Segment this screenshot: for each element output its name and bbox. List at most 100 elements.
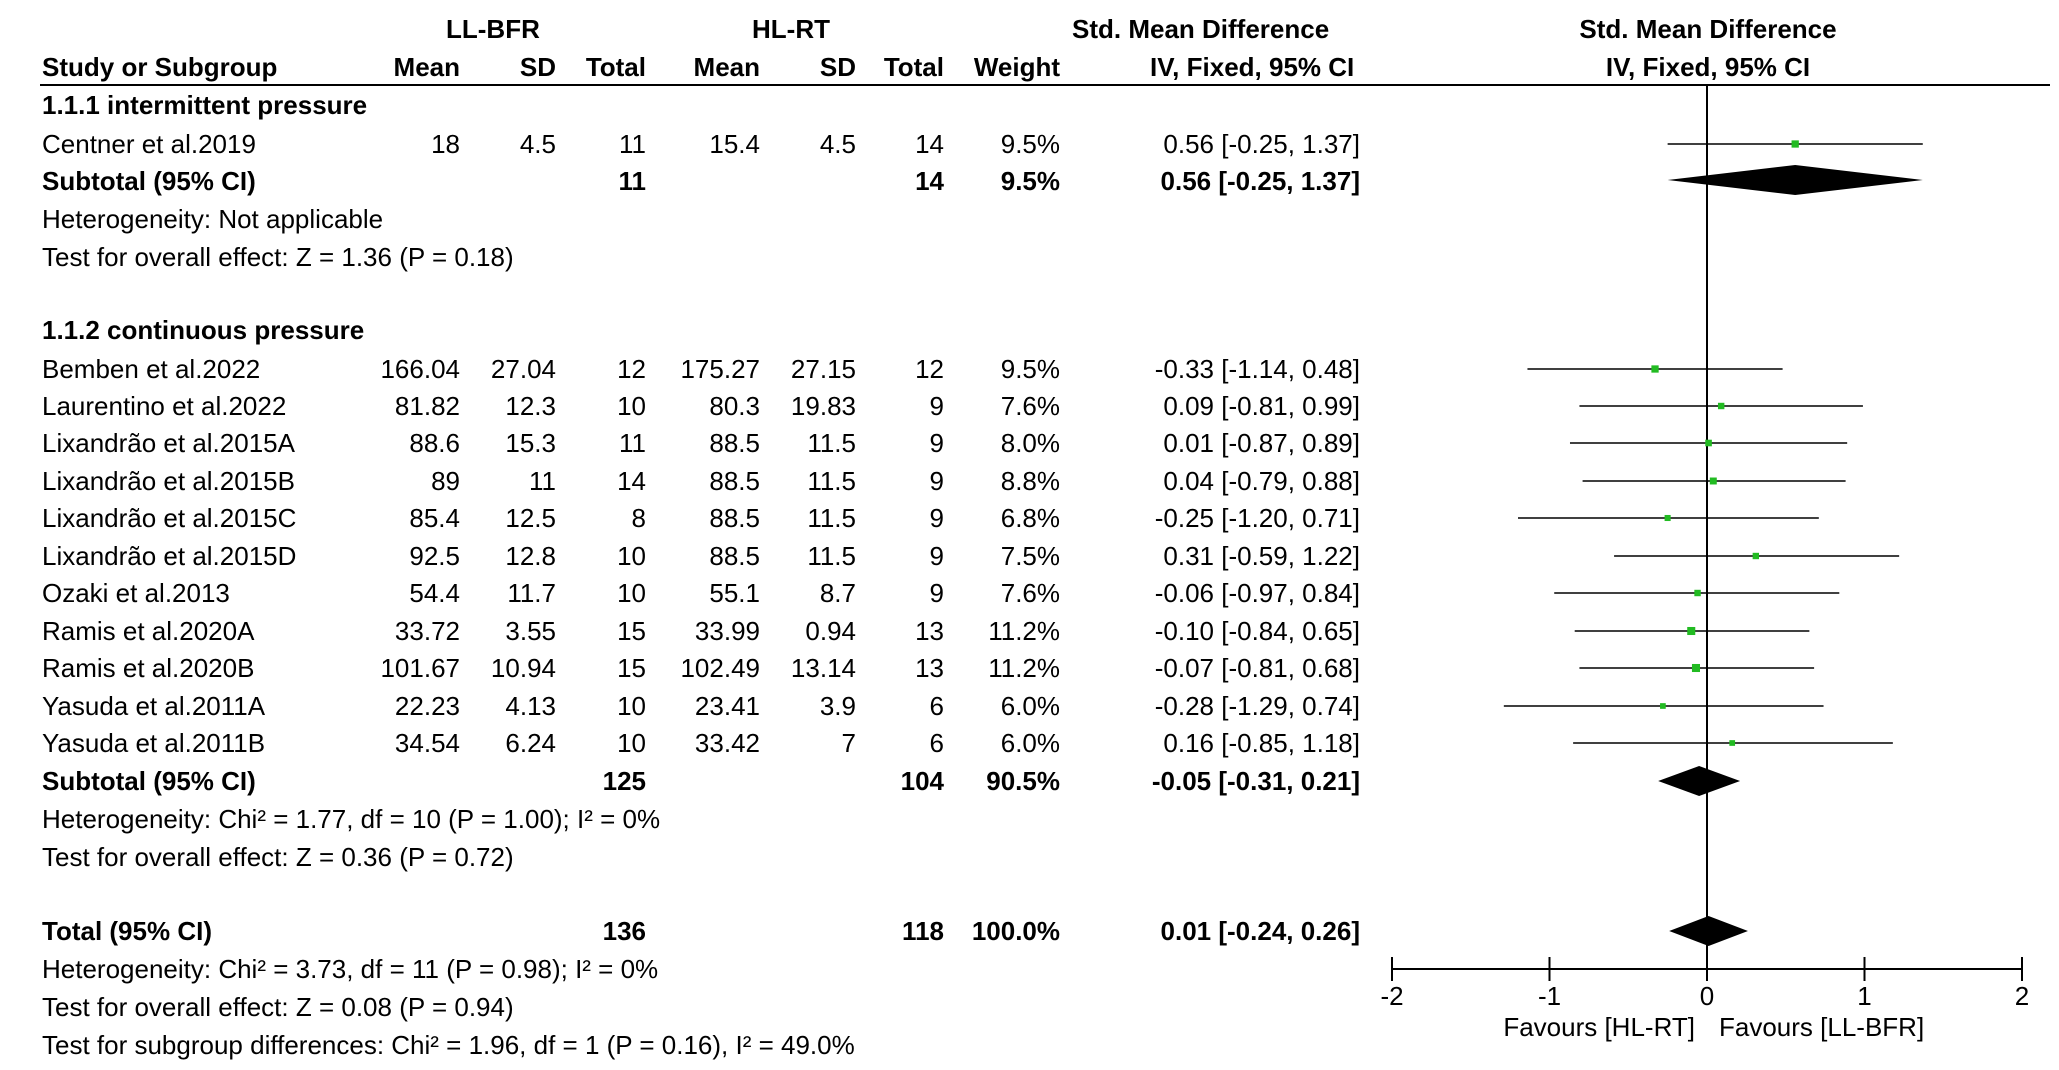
study-ci: -0.06 [-0.97, 0.84]	[1154, 578, 1360, 608]
study-point-estimate	[1752, 552, 1760, 560]
study-weight: 9.5%	[1000, 354, 1060, 384]
study-point-estimate	[1687, 626, 1696, 636]
study-ci: 0.31 [-0.59, 1.22]	[1163, 541, 1360, 571]
study-sd2: 11.5	[807, 428, 856, 458]
study-ci: -0.10 [-0.84, 0.65]	[1154, 616, 1360, 646]
heterogeneity: Heterogeneity: Not applicable	[42, 204, 384, 234]
study-name: Bemben et al.2022	[42, 354, 261, 384]
subtotal-n1: 11	[618, 166, 647, 196]
total-weight: 100.0%	[971, 916, 1060, 946]
study-sd2: 11.5	[807, 541, 856, 571]
study-ci: 0.16 [-0.85, 1.18]	[1163, 728, 1360, 758]
subtotal-ci: -0.05 [-0.31, 0.21]	[1151, 766, 1360, 796]
study-m2: 80.3	[709, 391, 760, 421]
study-m1: 54.4	[409, 578, 460, 608]
study-n1: 10	[617, 578, 646, 608]
study-weight: 8.8%	[1000, 466, 1060, 496]
study-weight: 7.6%	[1000, 578, 1060, 608]
study-name: Lixandrão et al.2015C	[42, 503, 297, 533]
study-sd2: 19.83	[790, 391, 856, 421]
study-m1: 166.04	[380, 354, 460, 384]
study-n1: 15	[617, 616, 646, 646]
col-sd1: SD	[519, 52, 556, 82]
subtotal-label: Subtotal (95% CI)	[42, 166, 256, 196]
total-n1: 136	[602, 916, 646, 946]
subtotal-weight: 90.5%	[986, 766, 1060, 796]
study-m2: 88.5	[709, 466, 760, 496]
study-sd1: 4.13	[505, 691, 556, 721]
study-m1: 88.6	[409, 428, 460, 458]
subgroup-differences: Test for subgroup differences: Chi² = 1.…	[42, 1030, 855, 1060]
study-n1: 10	[617, 391, 646, 421]
study-n1: 11	[619, 129, 646, 159]
col-sd2: SD	[819, 52, 856, 82]
study-n2: 13	[915, 616, 944, 646]
overall-effect: Test for overall effect: Z = 1.36 (P = 0…	[42, 242, 514, 272]
study-ci: -0.07 [-0.81, 0.68]	[1154, 653, 1360, 683]
study-m2: 55.1	[709, 578, 760, 608]
study-sd2: 8.7	[819, 578, 856, 608]
study-point-estimate	[1709, 477, 1717, 485]
study-n2: 9	[929, 578, 944, 608]
study-n1: 10	[617, 691, 646, 721]
smd-method-header: IV, Fixed, 95% CI	[1150, 52, 1355, 82]
study-point-estimate	[1705, 439, 1712, 447]
study-m2: 88.5	[709, 541, 760, 571]
study-sd2: 4.5	[819, 129, 856, 159]
study-n2: 9	[929, 466, 944, 496]
total-ci: 0.01 [-0.24, 0.26]	[1160, 916, 1360, 946]
header-divider	[40, 84, 2050, 86]
study-weight: 8.0%	[1000, 428, 1060, 458]
study-point-estimate	[1717, 402, 1725, 410]
study-m2: 23.41	[694, 691, 760, 721]
study-sd2: 13.14	[790, 653, 856, 683]
study-n1: 8	[631, 503, 646, 533]
col-mean2: Mean	[693, 52, 760, 82]
group2-header: HL-RT	[752, 14, 830, 44]
study-name: Ramis et al.2020B	[42, 653, 255, 683]
smd-header: Std. Mean Difference	[1072, 14, 1330, 44]
study-n2: 13	[915, 653, 944, 683]
study-weight: 6.0%	[1000, 728, 1060, 758]
study-m2: 102.49	[680, 653, 760, 683]
study-m2: 15.4	[709, 129, 760, 159]
study-weight: 6.8%	[1000, 503, 1060, 533]
pooled-diamond	[1669, 916, 1748, 946]
study-n2: 9	[929, 391, 944, 421]
study-sd2: 11.5	[807, 466, 856, 496]
col-total2: Total	[883, 52, 944, 82]
group1-header: LL-BFR	[446, 14, 540, 44]
study-ci: -0.33 [-1.14, 0.48]	[1154, 354, 1360, 384]
subtotal-n1: 125	[602, 766, 646, 796]
study-n1: 15	[617, 653, 646, 683]
heterogeneity: Heterogeneity: Chi² = 1.77, df = 10 (P =…	[42, 804, 661, 834]
study-m2: 33.42	[694, 728, 760, 758]
study-m1: 18	[431, 129, 460, 159]
col-total1: Total	[585, 52, 646, 82]
x-tick-label: 2	[2015, 981, 2029, 1011]
study-point-estimate	[1729, 740, 1736, 746]
subtotal-weight: 9.5%	[1000, 166, 1060, 196]
study-weight: 9.5%	[1000, 129, 1060, 159]
total-label: Total (95% CI)	[42, 916, 212, 946]
subgroup-title: 1.1.1 intermittent pressure	[42, 90, 368, 120]
study-n2: 12	[915, 354, 944, 384]
study-n1: 12	[617, 354, 646, 384]
study-point-estimate	[1651, 365, 1659, 373]
study-sd1: 6.24	[505, 728, 556, 758]
study-weight: 7.6%	[1000, 391, 1060, 421]
study-sd2: 0.94	[805, 616, 856, 646]
study-sd1: 3.55	[505, 616, 556, 646]
study-n1: 10	[617, 728, 646, 758]
plot-title: Std. Mean Difference	[1579, 14, 1837, 44]
subtotal-n2: 104	[900, 766, 944, 796]
study-ci: 0.56 [-0.25, 1.37]	[1163, 129, 1360, 159]
col-study: Study or Subgroup	[42, 52, 278, 82]
study-point-estimate	[1664, 514, 1671, 522]
study-name: Laurentino et al.2022	[42, 391, 287, 421]
study-sd1: 27.04	[490, 354, 556, 384]
study-sd1: 12.5	[505, 503, 556, 533]
study-sd1: 11	[529, 466, 556, 496]
